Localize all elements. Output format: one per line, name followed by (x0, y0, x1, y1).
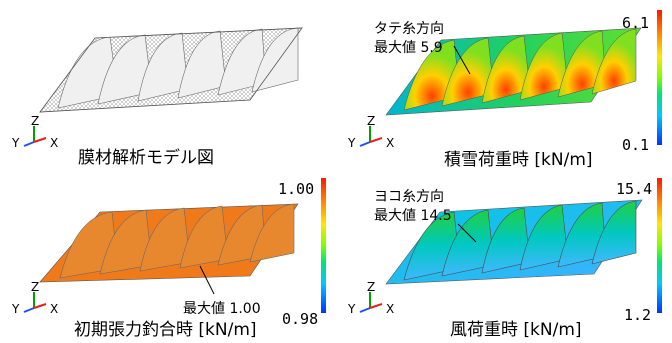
axis-x-label: X (50, 302, 58, 316)
axis-z-label: Z (31, 116, 39, 128)
snow-stress-contour (385, 27, 642, 116)
wind-max-label: 最大値 14.5 (374, 207, 452, 224)
wind-colorbar (657, 178, 662, 313)
snow-max-label: 最大値 5.9 (374, 39, 443, 56)
wind-annotation: ヨコ糸方向 最大値 14.5 (374, 188, 452, 226)
wind-direction-label: ヨコ糸方向 (374, 189, 444, 205)
panel-model: Z Y X 膜材解析モデル図 (0, 0, 336, 171)
initial-max-label: 最大値 1.00 (183, 301, 261, 317)
snow-scale-min: 0.1 (622, 136, 650, 154)
membrane-model-wireframe (39, 27, 303, 113)
axis-x-label: X (386, 136, 394, 150)
axis-triad: Z Y X (348, 116, 394, 150)
axis-triad: Z Y X (12, 282, 58, 316)
axis-y-label: Y (348, 136, 356, 150)
wind-scale-min: 1.2 (624, 306, 652, 324)
initial-tension-contour (39, 203, 299, 295)
snow-colorbar (657, 10, 662, 145)
snow-direction-label: タテ糸方向 (374, 21, 444, 37)
initial-colorbar (321, 178, 326, 313)
axis-z-label: Z (367, 116, 375, 128)
snow-annotation: タテ糸方向 最大値 5.9 (374, 20, 444, 58)
initial-scale-min: 0.98 (282, 310, 319, 328)
axis-x-label: X (386, 302, 394, 316)
initial-scale-max: 1.00 (278, 180, 315, 198)
caption-initial: 初期張力釣合時 [kN/m] (74, 320, 257, 340)
caption-model: 膜材解析モデル図 (78, 148, 214, 168)
snow-scale-max: 6.1 (622, 14, 650, 32)
axis-y-label: Y (12, 136, 20, 150)
axis-x-label: X (50, 136, 58, 150)
axis-y-label: Y (12, 302, 20, 316)
axis-z-label: Z (31, 282, 39, 294)
axis-y-label: Y (348, 302, 356, 316)
panel-initial: 最大値 1.00 1.00 0.98 Z Y X 初期張力釣合時 [kN/m] (0, 172, 336, 343)
caption-snow: 積雪荷重時 [kN/m] (444, 150, 593, 170)
panel-wind: ヨコ糸方向 最大値 14.5 15.4 1.2 Z Y X 風荷重時 [kN/m… (336, 172, 672, 343)
wind-scale-max: 15.4 (616, 180, 653, 198)
caption-wind: 風荷重時 [kN/m] (450, 320, 582, 340)
axis-triad: Z Y X (348, 282, 394, 316)
axis-z-label: Z (367, 282, 375, 294)
panel-snow: タテ糸方向 最大値 5.9 6.1 0.1 Z Y X 積雪荷重時 [kN/m] (336, 0, 672, 171)
wind-stress-contour (385, 199, 643, 285)
